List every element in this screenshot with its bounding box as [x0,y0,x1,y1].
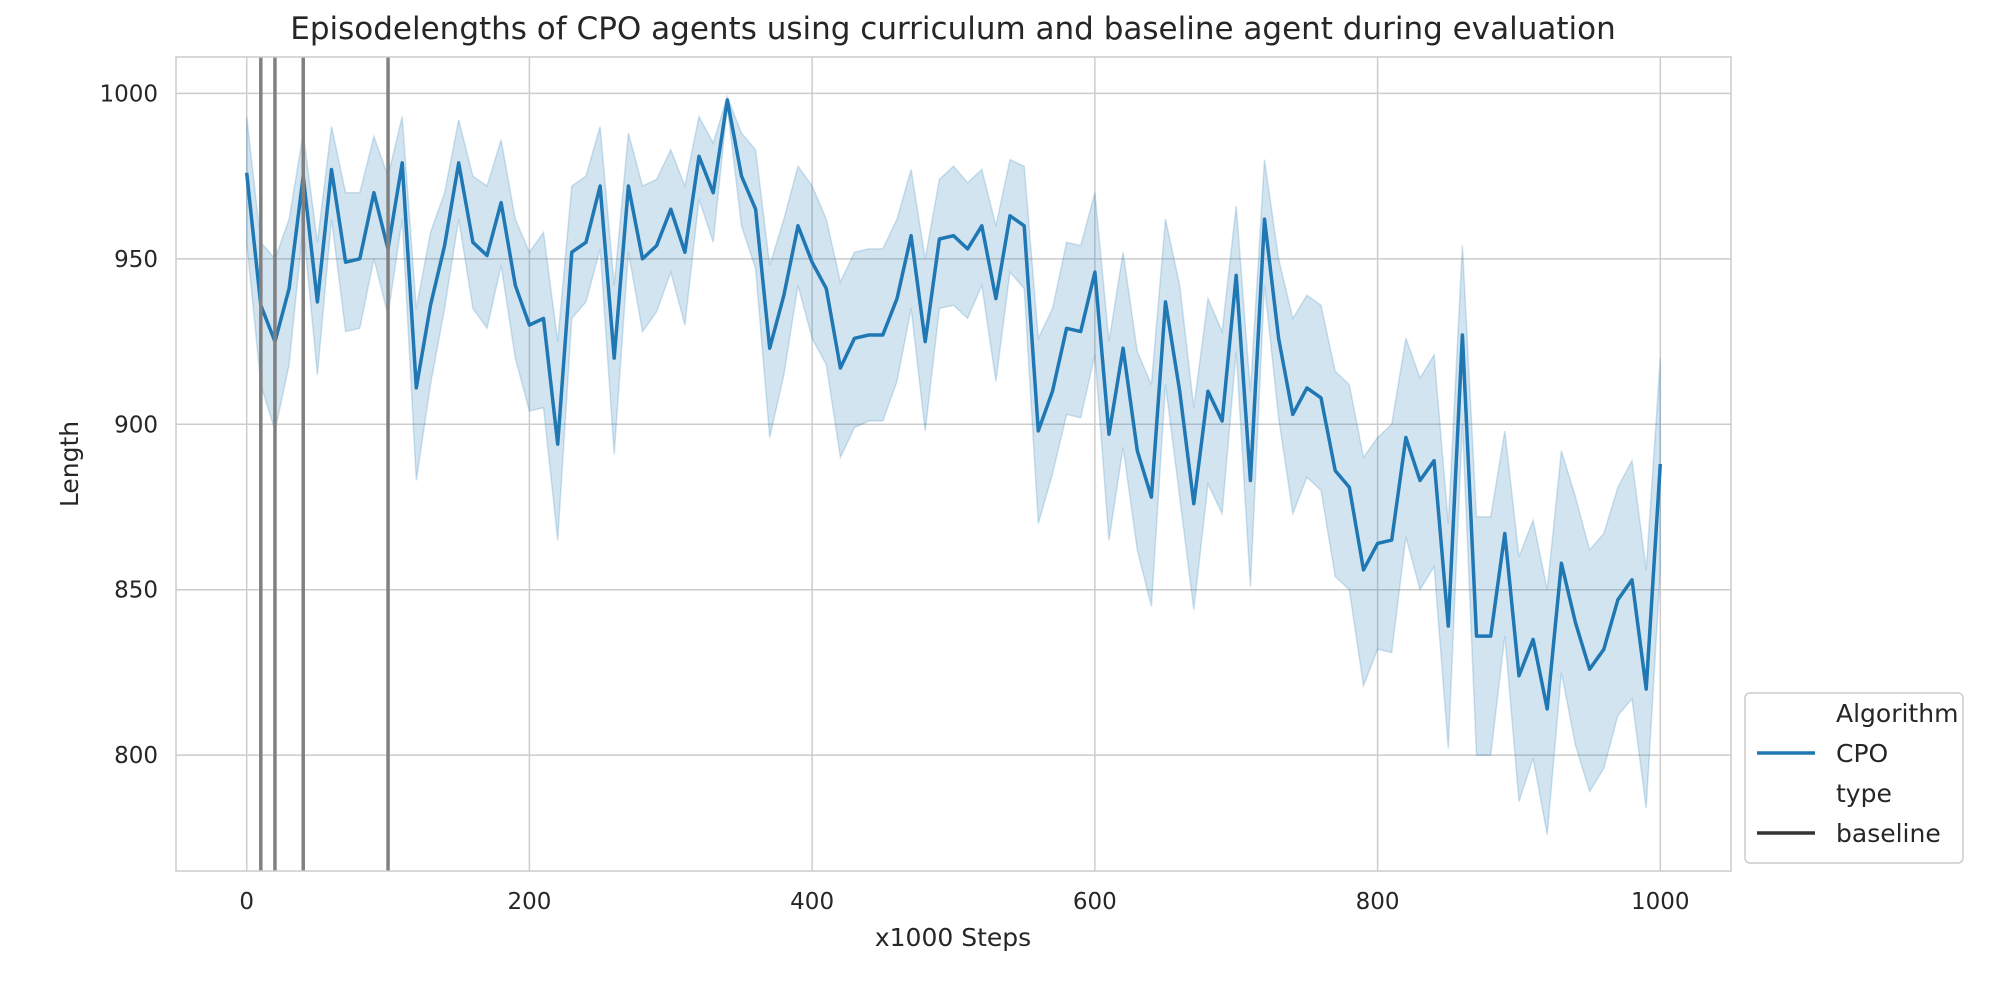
x-tick-label: 0 [239,889,254,915]
y-axis-label: Length [55,421,84,507]
series-line-cpo [244,98,1663,711]
legend-frame [1744,692,1964,864]
baseline-vlines [259,57,390,871]
legend-label-algorithm: Algorithm [1836,699,1958,728]
confidence-band [245,94,1662,835]
y-tick-label: 950 [114,247,158,273]
x-tick-label: 400 [790,889,834,915]
legend-label-type: type [1836,779,1892,808]
y-tick-label: 850 [114,578,158,604]
x-tick-label: 600 [1073,889,1117,915]
x-tick-labels: 0 200 400 600 800 1000 [239,889,1689,915]
legend: Algorithm CPO type baseline [1744,692,1964,864]
x-tick-label: 800 [1356,889,1400,915]
x-tick-label: 1000 [1631,889,1690,915]
series-band-cpo [245,94,1662,835]
y-tick-label: 1000 [99,81,158,107]
y-tick-label: 800 [114,743,158,769]
y-tick-labels: 800 850 900 950 1000 [99,81,158,769]
plot-area [176,57,1731,871]
x-axis-label: x1000 Steps [875,923,1031,952]
legend-label-baseline: baseline [1836,819,1941,848]
plot-frame [175,56,1732,872]
y-tick-label: 900 [114,412,158,438]
series-lines [244,98,1663,711]
chart-title: Episodelengths of CPO agents using curri… [290,11,1615,47]
x-tick-label: 200 [507,889,551,915]
grid [176,57,1731,871]
legend-label-cpo: CPO [1836,739,1888,768]
